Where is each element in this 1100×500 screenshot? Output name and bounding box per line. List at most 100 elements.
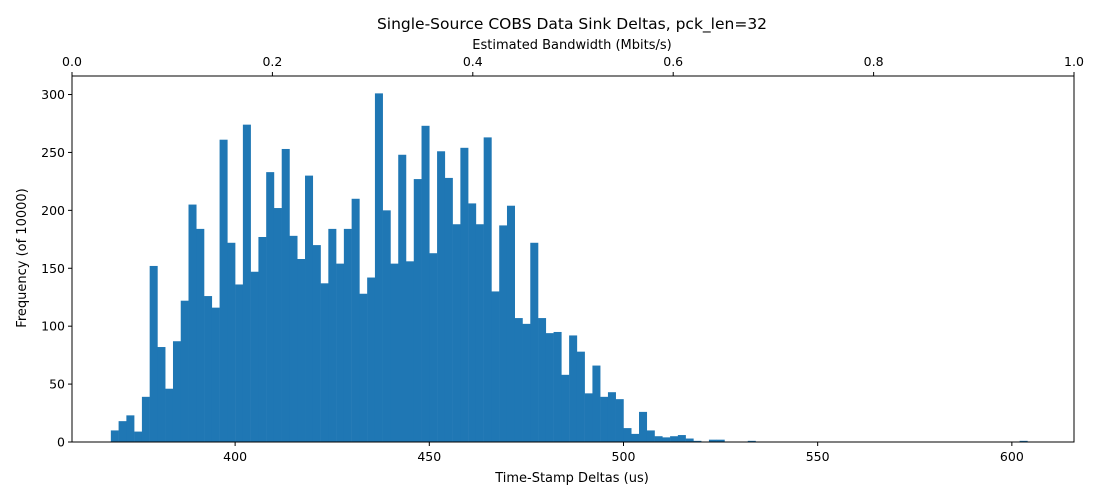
- histogram-bar: [258, 236, 267, 442]
- histogram-bar: [545, 333, 554, 442]
- y-axis-label: Frequency (of 10000): [15, 188, 30, 327]
- histogram-bar: [242, 124, 251, 443]
- histogram-bar: [685, 438, 694, 442]
- histogram-bar: [172, 341, 181, 442]
- histogram-bar: [110, 430, 119, 442]
- histogram-bar: [281, 148, 290, 442]
- top-axis-ticks: 0.0 0.2 0.4 0.6 0.8 1.0: [62, 54, 1084, 76]
- histogram-bar: [211, 307, 220, 442]
- histogram-bar: [506, 205, 515, 442]
- histogram-bar: [359, 293, 368, 442]
- histogram-bar: [452, 224, 461, 442]
- histogram-bar: [273, 208, 282, 442]
- top-tick-label: 1.0: [1064, 54, 1084, 69]
- x-tick-label: 550: [806, 449, 830, 464]
- histogram-bar: [654, 436, 663, 442]
- histogram-bar: [328, 228, 337, 442]
- histogram-bar: [149, 265, 158, 442]
- histogram-bar: [165, 388, 174, 442]
- top-tick-label: 0.2: [262, 54, 282, 69]
- histogram-bar: [592, 365, 601, 442]
- histogram-bar: [141, 396, 150, 442]
- histogram-bar: [569, 335, 578, 442]
- histogram-bar: [134, 431, 143, 442]
- top-tick-label: 0.0: [62, 54, 82, 69]
- x-tick-label: 450: [417, 449, 441, 464]
- histogram-bar: [429, 253, 438, 442]
- histogram-bar: [576, 351, 585, 442]
- histogram-bar: [677, 435, 686, 442]
- y-tick-label: 150: [41, 261, 65, 276]
- y-tick-label: 250: [41, 145, 65, 160]
- x-tick-label: 600: [1000, 449, 1024, 464]
- histogram-bar: [522, 323, 531, 442]
- histogram-bar: [468, 203, 477, 442]
- histogram-bar: [312, 245, 321, 442]
- histogram-bar: [530, 242, 539, 442]
- histogram-bar: [444, 177, 453, 443]
- histogram-bar: [351, 198, 360, 442]
- histogram-bar: [382, 210, 391, 442]
- histogram-bar: [413, 179, 422, 442]
- x-axis-label: Time-Stamp Deltas (us): [494, 471, 649, 486]
- histogram-bar: [250, 271, 259, 442]
- histogram-bar: [615, 399, 624, 442]
- histogram-bar: [266, 172, 275, 442]
- top-axis-label: Estimated Bandwidth (Mbits/s): [472, 38, 671, 53]
- chart-title: Single-Source COBS Data Sink Deltas, pck…: [377, 15, 767, 34]
- histogram-bar: [460, 147, 469, 442]
- x-tick-label: 500: [612, 449, 636, 464]
- histogram-bar: [320, 283, 329, 442]
- histogram-bar: [219, 139, 228, 442]
- y-tick-label: 200: [41, 203, 65, 218]
- histogram-bar: [421, 125, 430, 443]
- histogram-bar: [538, 318, 547, 442]
- histogram-bar: [716, 439, 725, 442]
- top-tick-label: 0.8: [864, 54, 884, 69]
- histogram-bar: [235, 284, 244, 442]
- histogram-bar: [227, 242, 236, 442]
- histogram-bar: [406, 261, 415, 442]
- histogram-bar: [662, 437, 671, 442]
- histogram-bar: [204, 296, 213, 442]
- histogram-bar: [118, 421, 127, 442]
- histogram-bar: [343, 228, 352, 442]
- histogram-bar: [336, 263, 345, 442]
- histogram-bar: [196, 228, 205, 442]
- histogram-bar: [374, 93, 383, 443]
- histogram-bar: [646, 430, 655, 442]
- histogram-bar: [639, 411, 648, 442]
- histogram-bar: [188, 204, 197, 442]
- bars-group: [110, 93, 1028, 443]
- x-tick-label: 400: [223, 449, 247, 464]
- histogram-bar: [553, 331, 562, 442]
- histogram-bar: [631, 433, 640, 442]
- histogram-bar: [157, 347, 166, 442]
- histogram-bar: [297, 259, 306, 442]
- histogram-bar: [584, 393, 593, 442]
- histogram-bar: [289, 235, 298, 442]
- histogram-bar: [437, 151, 446, 442]
- histogram-bar: [1019, 440, 1028, 442]
- top-tick-label: 0.6: [663, 54, 683, 69]
- histogram-bar: [693, 440, 702, 442]
- histogram-bar: [499, 225, 508, 442]
- histogram-bar: [561, 374, 570, 442]
- histogram-bar: [305, 175, 314, 443]
- x-axis-ticks: 400 450 500 550 600: [223, 442, 1024, 464]
- y-tick-label: 50: [49, 377, 65, 392]
- top-tick-label: 0.4: [463, 54, 483, 69]
- histogram-bar: [747, 440, 756, 442]
- histogram-bar: [607, 392, 616, 442]
- histogram-bar: [600, 396, 609, 442]
- histogram-bar: [623, 428, 632, 442]
- histogram-bar: [514, 318, 523, 442]
- histogram-bar: [126, 415, 135, 442]
- histogram-bar: [180, 300, 189, 442]
- y-tick-label: 300: [41, 87, 65, 102]
- histogram-bar: [708, 439, 717, 442]
- histogram-bar: [475, 224, 484, 442]
- y-tick-label: 0: [57, 435, 65, 450]
- y-tick-label: 100: [41, 319, 65, 334]
